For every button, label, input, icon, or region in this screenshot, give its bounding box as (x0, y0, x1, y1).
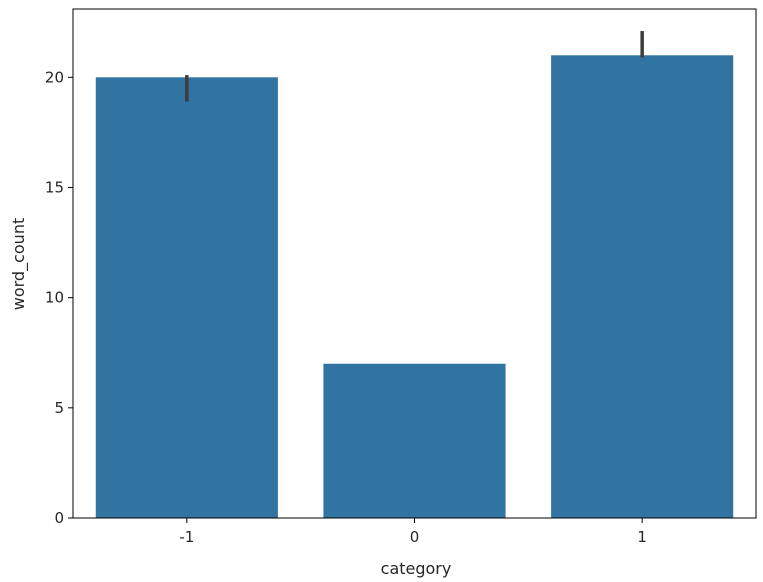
x-tick-label-0: 0 (410, 528, 420, 546)
x-tick-label--1: -1 (179, 528, 194, 546)
y-tick-label-0: 0 (54, 509, 64, 527)
bar-0 (323, 363, 506, 518)
plot-frame (72, 8, 757, 519)
error-bars-layer (185, 31, 644, 102)
x-tick-label-1: 1 (637, 528, 647, 546)
x-axis-label: category (381, 559, 452, 578)
y-tick-label-20: 20 (45, 68, 64, 86)
y-axis-label: word_count (9, 218, 29, 310)
y-tick-label-10: 10 (45, 289, 64, 307)
y-tick-label-5: 5 (54, 399, 64, 417)
bars-layer (95, 55, 734, 518)
y-tick-label-15: 15 (45, 178, 64, 196)
bar--1 (95, 77, 278, 518)
bar-1 (551, 55, 734, 518)
